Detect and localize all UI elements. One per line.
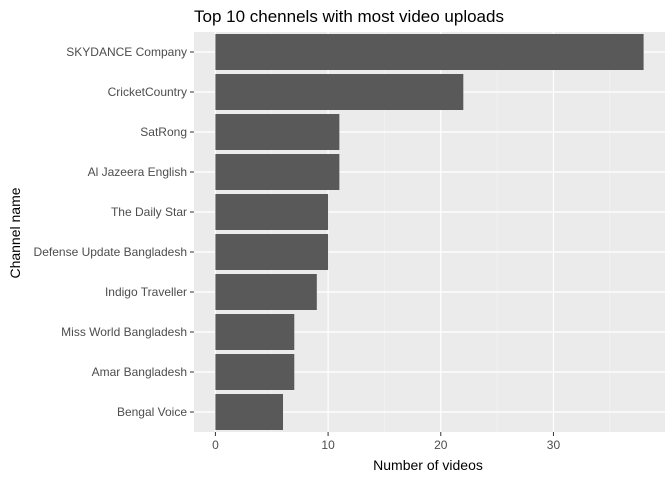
y-tick-label: The Daily Star <box>111 205 187 219</box>
bar <box>215 74 464 110</box>
x-tick-label: 0 <box>212 438 219 452</box>
y-tick-label: Indigo Traveller <box>105 285 187 299</box>
bar <box>215 354 295 390</box>
y-tick-label: SKYDANCE Company <box>66 45 187 59</box>
y-tick-label: CricketCountry <box>108 85 187 99</box>
bar <box>215 194 329 230</box>
bar <box>215 394 284 430</box>
bar <box>215 154 340 190</box>
x-tick-label: 10 <box>321 438 335 452</box>
bar-layer <box>215 34 644 430</box>
y-axis-title: Channel name <box>7 187 23 278</box>
x-axis-title: Number of videos <box>373 457 483 473</box>
bar <box>215 114 340 150</box>
y-tick-label: Al Jazeera English <box>88 165 187 179</box>
y-tick-label: Miss World Bangladesh <box>61 325 187 339</box>
x-axis: 0 10 20 30 <box>212 432 560 452</box>
x-tick-label: 20 <box>434 438 448 452</box>
y-axis: SKYDANCE Company CricketCountry SatRong Al … <box>34 45 194 419</box>
bar <box>215 34 644 70</box>
y-tick-label: Defense Update Bangladesh <box>34 245 187 259</box>
bar <box>215 234 329 270</box>
y-tick-label: Bengal Voice <box>117 405 187 419</box>
chart-title: Top 10 chennels with most video uploads <box>194 7 504 26</box>
y-tick-label: Amar Bangladesh <box>92 365 187 379</box>
bar <box>215 274 317 310</box>
x-tick-label: 30 <box>547 438 561 452</box>
bar <box>215 314 295 350</box>
y-tick-label: SatRong <box>140 125 187 139</box>
